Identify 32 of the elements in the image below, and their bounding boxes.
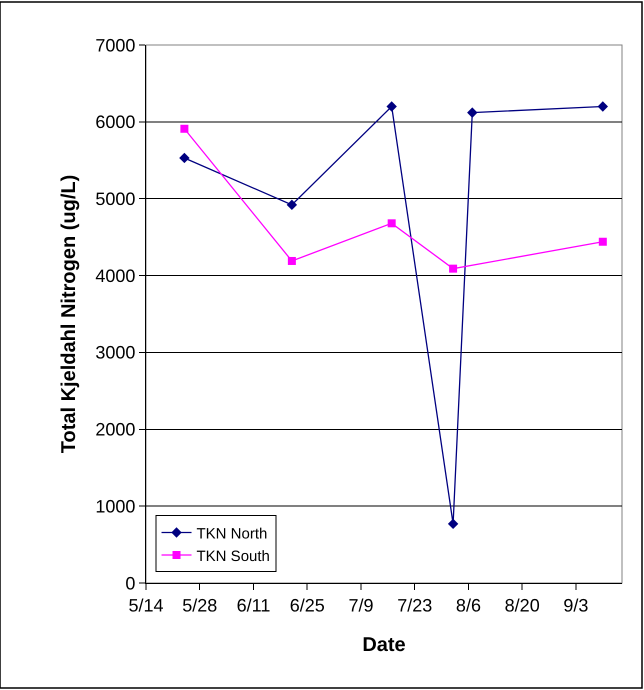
x-tick-label: 7/23 [397,596,432,616]
x-tick-label: 6/25 [290,596,325,616]
y-tick-label: 6000 [95,112,136,132]
y-tick-label: 4000 [95,266,136,286]
point [448,518,458,530]
point [598,101,608,112]
point [180,124,188,133]
y-tick-label: 3000 [95,342,136,363]
point [449,264,458,273]
legend-label: TKN South [196,548,270,565]
y-tick-label: 0 [125,573,136,594]
x-tick-label: 5/14 [128,596,164,616]
point [179,152,190,164]
x-tick-label: 9/3 [563,596,588,616]
point [288,256,296,265]
x-tick-label: 6/11 [236,596,270,616]
x-tick-label: 5/28 [182,596,218,616]
x-tick-label: 8/6 [456,596,481,616]
x-tick-label: 7/9 [348,596,374,616]
point [467,107,478,118]
point [598,238,607,246]
y-tick-label: 1000 [95,496,136,516]
y-tick-label: 5000 [95,189,136,210]
point [386,101,397,112]
y-tick-label: 2000 [95,420,136,440]
legend-label: TKN North [196,525,268,542]
y-tick-label: 7000 [95,35,136,56]
point [388,219,396,228]
point [286,200,298,210]
x-axis-title: Date [362,634,406,656]
y-axis-title: Total Kjeldahl Nitrogen (ug/L) [58,174,80,454]
x-tick-label: 8/20 [504,596,540,616]
